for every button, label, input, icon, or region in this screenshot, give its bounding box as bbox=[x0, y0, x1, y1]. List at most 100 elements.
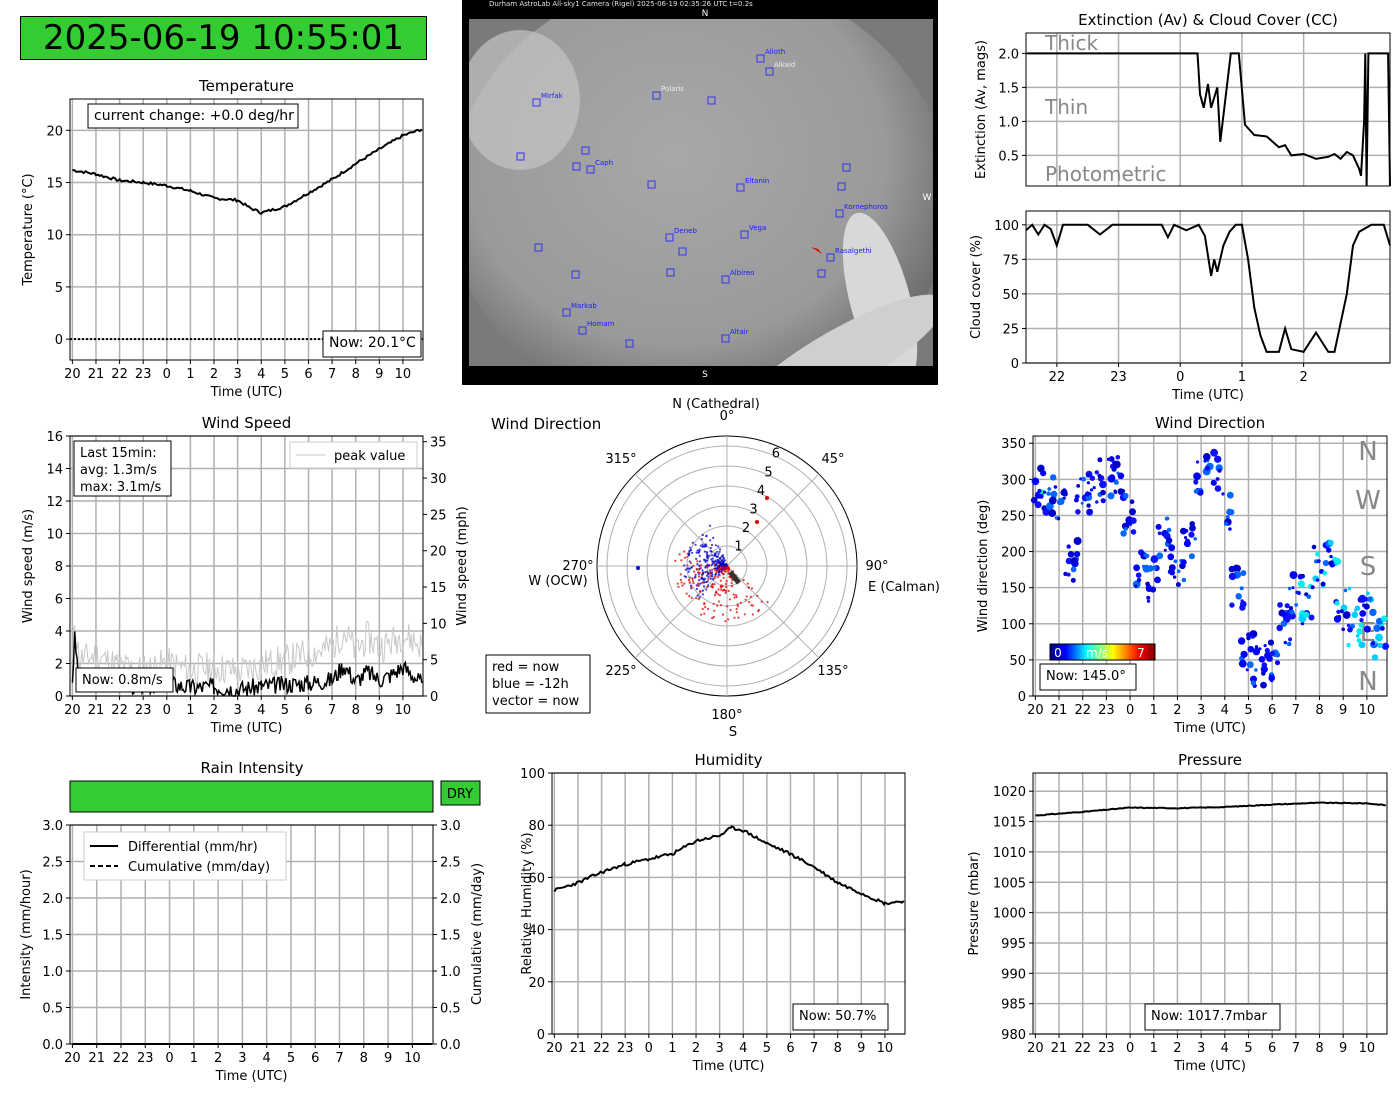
rain-xtick-label: 22 bbox=[113, 1051, 130, 1066]
wind-polar-point bbox=[676, 582, 679, 585]
pressure-xtick-label: 5 bbox=[1244, 1041, 1252, 1056]
sky-star-marker bbox=[740, 230, 749, 239]
cloud-xtick-label: 1 bbox=[1238, 370, 1246, 385]
wind-polar-point bbox=[706, 586, 709, 589]
wind-dir-point bbox=[1380, 626, 1385, 631]
rain-xtick-label: 8 bbox=[360, 1051, 368, 1066]
wind-dir-point bbox=[1034, 501, 1042, 509]
wind-polar-point bbox=[716, 569, 719, 572]
sky-label-south: S bbox=[702, 370, 708, 380]
wind-dir-xtick-label: 0 bbox=[1126, 703, 1134, 718]
wind-polar-point bbox=[719, 557, 722, 560]
temperature-xtick-label: 3 bbox=[234, 367, 242, 382]
wind-polar-point bbox=[717, 545, 720, 548]
wind-dir-point bbox=[1287, 586, 1292, 591]
wind-dir-xtick-label: 9 bbox=[1339, 703, 1347, 718]
wind-polar-point bbox=[717, 566, 720, 569]
wind-dir-point bbox=[1354, 605, 1361, 611]
wind-polar-point bbox=[727, 566, 731, 570]
wind-dir-point bbox=[1316, 559, 1321, 564]
sky-star-marker bbox=[516, 152, 525, 161]
sky-star-label: Albireo bbox=[730, 269, 754, 277]
temperature-frame bbox=[69, 98, 424, 361]
wind-polar-point bbox=[714, 573, 717, 576]
wind-dir-point bbox=[1275, 652, 1281, 658]
wind-dir-ylabel: Wind direction (deg) bbox=[976, 500, 991, 633]
wind-dir-point bbox=[1031, 477, 1040, 486]
wind-polar-point bbox=[700, 538, 704, 541]
wind-dir-point bbox=[1238, 659, 1247, 668]
wind-dir-point bbox=[1373, 624, 1381, 632]
temperature-xtick-label: 23 bbox=[135, 367, 152, 382]
humidity-ytick-label: 20 bbox=[528, 976, 545, 991]
sky-star-label: Rasalgethi bbox=[835, 247, 872, 255]
wind-dir-point bbox=[1070, 557, 1078, 565]
humidity-xtick-label: 5 bbox=[763, 1041, 771, 1056]
pressure-xtick-label: 2 bbox=[1173, 1041, 1181, 1056]
wind-speed-ytick-label: 4 bbox=[55, 625, 63, 640]
wind-polar-point bbox=[721, 589, 725, 592]
wind-dir-point bbox=[1310, 585, 1315, 590]
rain-legend bbox=[83, 831, 287, 881]
rain-ytick-label: 0.0 bbox=[42, 1038, 63, 1053]
wind-polar-point bbox=[689, 546, 692, 549]
wind-dir-point bbox=[1252, 647, 1261, 656]
sky-marker-arrow bbox=[811, 247, 822, 254]
wind-polar-point bbox=[704, 566, 707, 569]
wind-polar-point bbox=[704, 560, 707, 564]
wind-polar-point bbox=[727, 618, 730, 621]
pressure-xtick-label: 7 bbox=[1292, 1041, 1300, 1056]
wind-polar-point bbox=[757, 608, 761, 612]
wind-dir-point bbox=[1100, 489, 1106, 496]
wind-polar-point bbox=[707, 573, 710, 576]
wind-polar-point bbox=[736, 605, 740, 608]
wind-polar-point bbox=[691, 541, 694, 544]
wind-polar-point bbox=[710, 564, 713, 567]
sky-star-label: Altair bbox=[730, 328, 749, 336]
wind-dir-point bbox=[1185, 538, 1190, 544]
wind-speed-xtick-label: 7 bbox=[328, 703, 336, 718]
wind-speed-xtick-label: 8 bbox=[352, 703, 360, 718]
wind-dir-point bbox=[1377, 642, 1383, 649]
temperature-xtick-label: 5 bbox=[281, 367, 289, 382]
wind-polar-point bbox=[706, 580, 709, 583]
pressure-xtick-label: 21 bbox=[1051, 1041, 1068, 1056]
humidity-ytick-label: 80 bbox=[528, 819, 545, 834]
wind-dir-ytick-label: 50 bbox=[1009, 654, 1026, 669]
wind-dir-point bbox=[1300, 621, 1305, 626]
wind-polar-point bbox=[696, 549, 699, 552]
cloud-ytick-label: 100 bbox=[994, 219, 1019, 234]
sky-star-marker bbox=[736, 183, 745, 192]
sky-star-marker bbox=[571, 270, 580, 279]
pressure-xtick-label: 20 bbox=[1027, 1041, 1044, 1056]
wind-polar-point bbox=[714, 591, 718, 594]
wind-polar-point bbox=[730, 582, 733, 585]
wind-dir-point bbox=[1247, 645, 1255, 653]
wind-polar-point bbox=[712, 536, 715, 540]
wind-dir-point bbox=[1115, 455, 1121, 460]
wind-polar-point bbox=[721, 613, 725, 616]
wind-polar-point bbox=[688, 568, 691, 571]
wind-polar-legend-box bbox=[485, 654, 591, 714]
wind-polar-point bbox=[729, 609, 732, 612]
wind-speed-xtick-label: 20 bbox=[64, 703, 81, 718]
wind-dir-point bbox=[1066, 544, 1071, 549]
wind-dir-point bbox=[1297, 573, 1304, 580]
humidity-xtick-label: 0 bbox=[645, 1041, 653, 1056]
wind-polar-point bbox=[687, 579, 691, 582]
cloud-ylabel: Cloud cover (%) bbox=[969, 235, 984, 339]
sky-star-label: Caph bbox=[595, 159, 613, 167]
sky-photo bbox=[469, 19, 933, 366]
wind-polar-point bbox=[710, 550, 713, 553]
wind-polar-point bbox=[701, 593, 705, 596]
pressure-xtick-label: 1 bbox=[1150, 1041, 1158, 1056]
wind-polar-point bbox=[720, 588, 723, 591]
wind-polar-point bbox=[698, 596, 701, 599]
temperature-ytick-label: 20 bbox=[46, 124, 63, 139]
wind-polar-point bbox=[702, 585, 706, 588]
wind-polar-point bbox=[718, 570, 721, 573]
wind-polar-point bbox=[687, 570, 690, 573]
humidity-xtick-label: 20 bbox=[546, 1041, 563, 1056]
wind-dir-point bbox=[1122, 492, 1129, 499]
wind-speed-xtick-label: 2 bbox=[210, 703, 218, 718]
